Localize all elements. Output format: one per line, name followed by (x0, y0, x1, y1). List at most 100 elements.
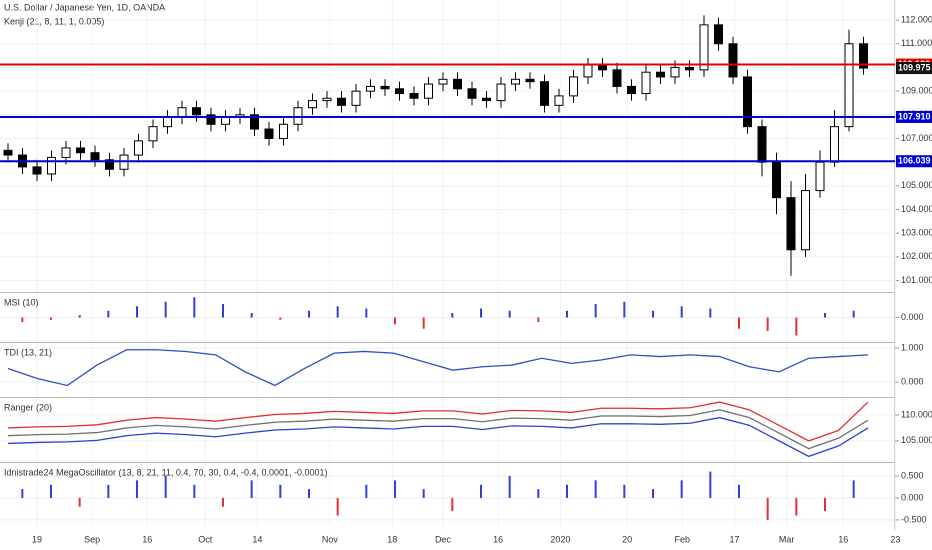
candle-body (47, 156, 56, 175)
osc-bar (480, 308, 482, 318)
candle-body (786, 197, 796, 251)
candle-body (395, 88, 404, 95)
x-tick-label: 16 (142, 534, 152, 544)
osc-bar (422, 317, 425, 329)
osc-bar (537, 317, 540, 322)
price-label-box (896, 62, 932, 75)
indicator-line (7, 409, 869, 450)
osc-bar (738, 484, 740, 498)
price-label: 109.975 (898, 62, 931, 72)
candle-body (308, 100, 317, 109)
candle-body (772, 161, 781, 199)
osc-bar (795, 497, 798, 516)
candle-body (815, 161, 825, 192)
y-tick-label: 0.000 (901, 312, 924, 322)
y-tick-label: 0.500 (901, 470, 924, 480)
osc-bar (136, 306, 138, 318)
osc-bar (50, 484, 52, 498)
x-tick-label: Mar (779, 534, 795, 544)
candle-body (627, 85, 636, 95)
osc-bar (852, 310, 855, 318)
osc-bar (164, 475, 167, 498)
osc-bar (193, 484, 196, 498)
candle-body (569, 76, 578, 97)
candle-body (714, 24, 723, 45)
candle-body (641, 71, 651, 95)
osc-bar (594, 480, 597, 498)
candle-body (844, 43, 854, 128)
candle-body (830, 126, 839, 163)
osc-bar (222, 497, 224, 507)
osc-bar (422, 489, 425, 498)
osc-bar (365, 484, 368, 498)
osc-bar (766, 497, 769, 520)
osc-bar (107, 310, 110, 318)
osc-bar (738, 317, 740, 329)
candle-body (76, 147, 85, 154)
osc-bar (795, 317, 798, 336)
x-tick-label: Sep (84, 534, 100, 544)
osc-bar (852, 480, 855, 498)
candle-body (612, 69, 622, 87)
panel-title: Ranger (20) (4, 402, 52, 412)
osc-bar (222, 304, 224, 318)
osc-bar (451, 497, 454, 512)
candle-body (670, 66, 680, 78)
y-tick-label: 101.000 (901, 275, 932, 285)
osc-bar (709, 471, 712, 498)
osc-bar (766, 317, 769, 331)
candle-body (424, 83, 433, 99)
x-tick-label: 16 (838, 534, 848, 544)
x-tick-label: Dec (435, 534, 452, 544)
osc-bar (652, 489, 654, 498)
osc-bar (824, 497, 826, 512)
osc-bar (680, 306, 683, 318)
x-tick-label: Nov (322, 534, 339, 544)
candle-body (554, 95, 564, 106)
indicator-line (7, 349, 869, 387)
candle-body (511, 78, 520, 85)
candle-body (699, 24, 709, 71)
x-tick-label: 23 (890, 534, 900, 544)
chart-title: U.S. Dollar / Japanese Yen, 1D, OANDA (4, 2, 165, 12)
y-tick-label: 110.000 (901, 409, 932, 419)
candle-body (351, 90, 361, 106)
osc-bar (508, 475, 511, 498)
osc-bar (308, 310, 310, 318)
candle-body (105, 159, 114, 170)
osc-bar (508, 310, 511, 318)
candle-body (337, 97, 346, 106)
x-tick-label: 16 (493, 534, 503, 544)
candle-body (482, 97, 491, 102)
candle-body (32, 166, 42, 175)
osc-bar (193, 297, 196, 318)
y-tick-label: 0.000 (901, 492, 924, 502)
x-tick-label: 19 (32, 534, 42, 544)
y-tick-label: 105.000 (901, 435, 932, 445)
price-label: 107.910 (898, 111, 931, 121)
y-tick-label: 105.000 (901, 180, 932, 190)
price-label-box (896, 110, 932, 123)
candle-body (3, 149, 13, 156)
candle-body (801, 190, 810, 251)
candle-body (380, 85, 390, 90)
candle-body (467, 88, 477, 99)
y-tick-label: 104.000 (901, 204, 932, 214)
osc-bar (308, 489, 310, 498)
osc-bar (250, 480, 253, 498)
panel-title: MSI (10) (4, 297, 39, 307)
x-tick-label: 20 (622, 534, 632, 544)
indicator-line (7, 416, 869, 458)
x-tick-label: 17 (729, 534, 739, 544)
candle-body (264, 128, 274, 139)
osc-bar (21, 489, 24, 498)
candle-body (859, 43, 868, 69)
candle-body (438, 78, 448, 85)
y-tick-label: 109.000 (901, 86, 932, 96)
candle-body (496, 83, 506, 102)
candle-body (685, 66, 694, 71)
candle-body (250, 114, 259, 130)
osc-bar (566, 310, 568, 318)
